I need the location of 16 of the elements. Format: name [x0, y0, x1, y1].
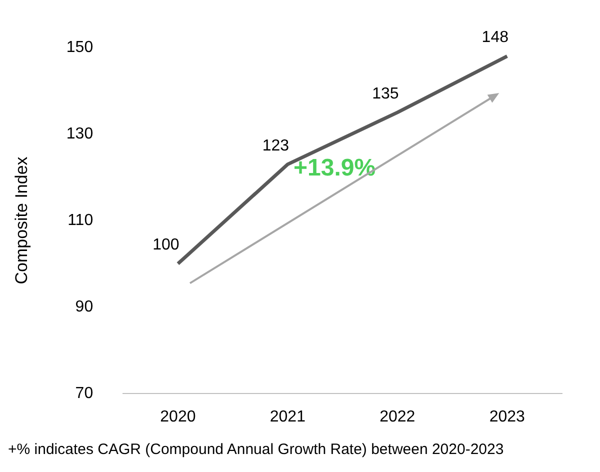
y-axis-title: Composite Index	[12, 156, 31, 284]
y-tick-label: 130	[66, 125, 94, 142]
text: +% indicates CAGR (Compound Annual Growth Rate) between 2020-2023	[8, 441, 505, 458]
data-label: 100	[152, 236, 180, 254]
x-tick-label: 2023	[489, 408, 526, 426]
annotation: +13.9%	[294, 154, 376, 182]
y-tick-label: 150	[66, 39, 94, 56]
x-tick-label: 2021	[270, 408, 306, 426]
y-tick-label: 90	[75, 298, 94, 316]
data-label: 135	[372, 85, 399, 102]
data-label: 123	[262, 137, 290, 154]
y-tick-label: 110	[68, 212, 94, 229]
x-tick-label: 2022	[380, 408, 416, 426]
x-tick-label: 2020	[160, 408, 196, 426]
y-tick-label: 70	[75, 384, 94, 402]
data-label: 148	[482, 29, 509, 46]
